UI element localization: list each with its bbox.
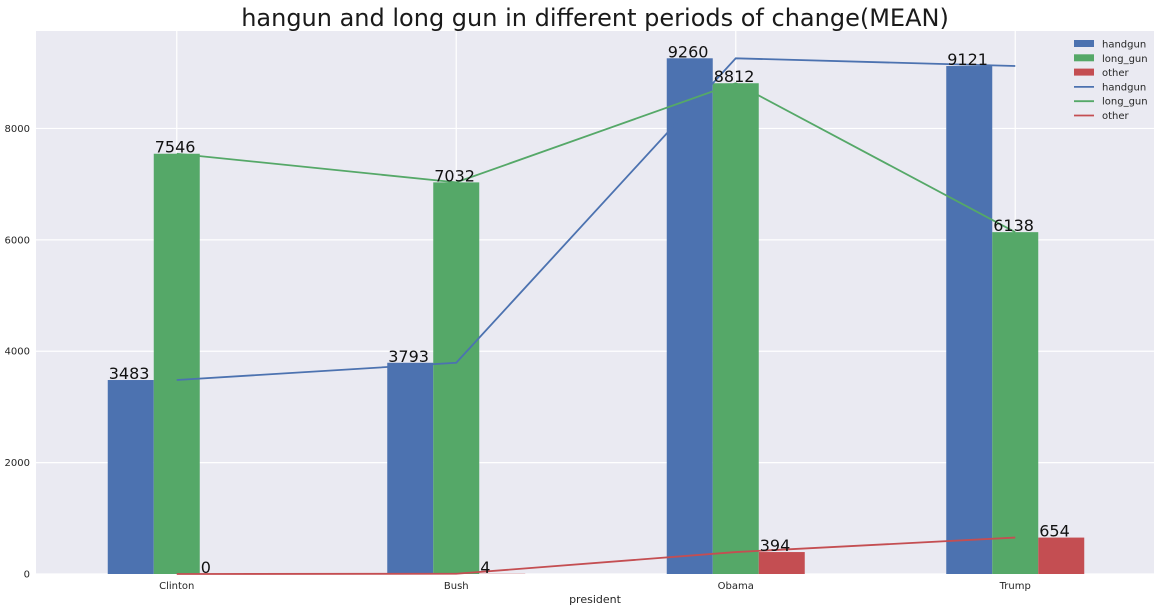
x-tick-label: Obama <box>718 581 754 592</box>
bar-long_gun <box>433 182 480 574</box>
bar-handgun <box>387 362 434 574</box>
bar-long_gun <box>153 153 200 574</box>
data-label-handgun: 9121 <box>947 50 988 69</box>
data-label-handgun: 3793 <box>388 347 429 366</box>
data-label-long_gun: 7546 <box>155 138 196 157</box>
lines-layer <box>176 57 1016 575</box>
legend-label: handgun <box>1102 40 1146 51</box>
legend-swatch-bar-other <box>1074 68 1094 76</box>
data-label-other: 0 <box>201 558 211 577</box>
bar-other <box>758 552 805 574</box>
legend-label: other <box>1102 68 1130 79</box>
labels-layer: 3483 3793 9260 9121 7546 7032 8812 6138 0 4 394 654 <box>109 42 1070 577</box>
data-label-handgun: 9260 <box>668 42 709 61</box>
line-handgun <box>176 57 1016 381</box>
legend-label: long_gun <box>1102 97 1148 108</box>
data-label-long_gun: 8812 <box>714 67 755 86</box>
data-label-handgun: 3483 <box>109 364 150 383</box>
line-other <box>176 536 1016 575</box>
bar-long_gun <box>712 83 759 575</box>
y-tick-label: 4000 <box>5 347 30 358</box>
bar-handgun <box>666 58 713 574</box>
bar-long_gun <box>992 232 1039 574</box>
legend-label: long_gun <box>1102 54 1148 65</box>
x-tick-label: Clinton <box>159 581 194 592</box>
y-tick-label: 0 <box>24 570 30 581</box>
y-tick-label: 8000 <box>5 124 30 135</box>
bar-handgun <box>946 66 993 575</box>
legend-box <box>1068 34 1148 126</box>
bars-layer <box>107 58 1085 575</box>
data-label-other: 4 <box>480 558 490 577</box>
x-tick-label: Bush <box>444 581 469 592</box>
data-label-other: 654 <box>1039 522 1070 541</box>
data-label-long_gun: 6138 <box>993 216 1034 235</box>
axes-layer: 0 2000 4000 6000 8000 Clinton Bush Obama Trump <box>5 124 1031 592</box>
data-label-other: 394 <box>760 536 791 555</box>
data-label-long_gun: 7032 <box>434 166 475 185</box>
x-tick-label: Trump <box>999 581 1031 592</box>
x-axis-title: president <box>569 593 622 606</box>
legend-swatch-bar-long_gun <box>1074 54 1094 62</box>
bar-other <box>1038 537 1085 574</box>
line-long_gun <box>176 82 1016 233</box>
chart-title: hangun and long gun in different periods… <box>241 4 949 32</box>
y-tick-label: 6000 <box>5 235 30 246</box>
bar-handgun <box>107 380 154 574</box>
legend-swatch-bar-handgun <box>1074 40 1094 47</box>
y-tick-label: 2000 <box>5 458 30 469</box>
legend-label: handgun <box>1102 82 1146 93</box>
legend-label: other <box>1102 111 1130 122</box>
